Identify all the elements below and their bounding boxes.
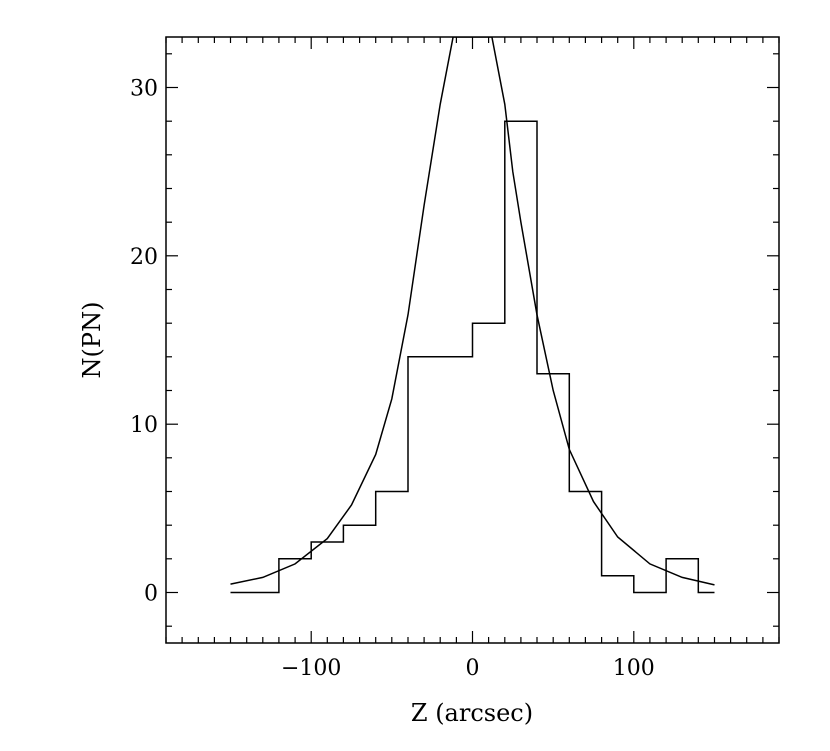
y-tick-label: 0 [144, 582, 158, 607]
y-tick-label: 20 [130, 245, 158, 270]
histogram-bin [666, 559, 698, 560]
model-curve-line [230, 37, 715, 586]
plot-frame [165, 36, 780, 644]
histogram-bin [537, 374, 569, 375]
histogram-layer [230, 120, 715, 594]
histogram-bin [408, 357, 473, 358]
histogram-bin [376, 492, 408, 493]
histogram-bin [473, 323, 505, 324]
y-tick-label: 10 [130, 413, 158, 438]
y-axis-title: N(PN) [78, 302, 106, 379]
x-tick-label: −100 [281, 656, 341, 681]
histogram-bin [602, 576, 634, 577]
y-tick-label: 30 [130, 77, 158, 102]
histogram-bin [698, 593, 714, 594]
tick-labels-layer: −100 0 100 0 10 20 30 [130, 77, 655, 682]
x-axis-title: Z (arcsec) [411, 699, 533, 727]
model-curve-layer [230, 37, 715, 586]
histogram-bin [569, 492, 601, 493]
histogram-bin [505, 121, 537, 122]
histogram-bin [279, 559, 311, 560]
histogram-bin [343, 525, 375, 526]
ticks-layer [165, 37, 780, 643]
histogram-bin [231, 593, 279, 594]
histogram-bin [634, 593, 666, 594]
histogram-bin [311, 542, 343, 543]
x-tick-label: 0 [466, 656, 480, 681]
histogram-steps [230, 120, 715, 594]
x-tick-label: 100 [613, 656, 655, 681]
